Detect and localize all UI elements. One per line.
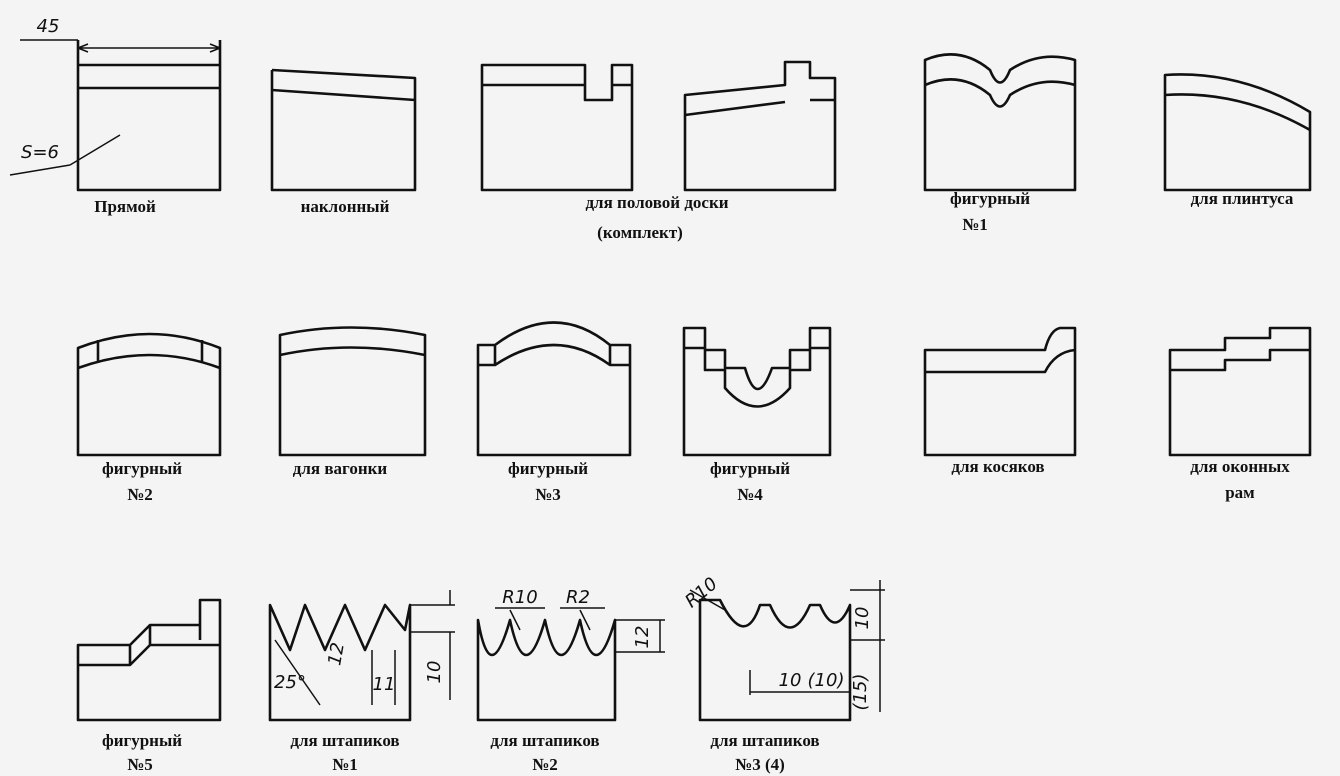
caption: №1 <box>962 215 988 234</box>
dimension-label: S=6 <box>21 142 59 163</box>
profile-figured-4: фигурный №4 <box>684 328 830 504</box>
dimension-label: 45 <box>37 16 60 37</box>
profile-plinth: для плинтуса <box>1165 74 1310 208</box>
caption: для штапиков <box>710 731 819 750</box>
caption: фигурный <box>508 459 588 478</box>
outline <box>280 328 425 456</box>
outline <box>478 323 630 456</box>
caption: №3 (4) <box>735 755 785 774</box>
profile-bead-2: R10 R2 12 для штапиков №2 <box>478 587 665 774</box>
dimension-label: R10 <box>681 573 722 612</box>
dimension-label: 10 <box>779 670 802 691</box>
profile-figured-3: фигурный №3 <box>478 323 630 505</box>
caption: №2 <box>127 485 153 504</box>
caption: наклонный <box>301 197 390 216</box>
dimension-label: 10 <box>424 661 445 684</box>
caption: №5 <box>127 755 153 774</box>
caption: фигурный <box>950 189 1030 208</box>
caption: фигурный <box>710 459 790 478</box>
profile-clapboard: для вагонки <box>280 328 425 479</box>
profile-jamb: для косяков <box>925 328 1075 476</box>
profile-figured-2: фигурный №2 <box>78 334 220 504</box>
caption: рам <box>1225 483 1255 502</box>
dimension-label: 12 <box>632 626 653 649</box>
caption: фигурный <box>102 459 182 478</box>
caption: для плинтуса <box>1191 189 1294 208</box>
outline <box>78 334 220 455</box>
dimension-label: 12 <box>324 641 349 667</box>
outline <box>482 65 632 190</box>
diagram: 45 S=6 Прямой наклонный для половой доск… <box>0 0 1340 776</box>
profile-figured-1: фигурный №1 <box>925 54 1075 234</box>
dimension-label: (15) <box>850 674 871 711</box>
dimension-label: (10) <box>808 670 845 691</box>
outline <box>685 62 835 190</box>
outline <box>700 600 850 720</box>
caption: для штапиков <box>290 731 399 750</box>
page: {"figures": [ {"lines": ["Прямой"], "dim… <box>0 0 1340 776</box>
dimension-label: 11 <box>373 674 396 695</box>
caption: №4 <box>737 485 763 504</box>
dimension-label: 25° <box>274 672 306 693</box>
dimension-label: R2 <box>566 587 590 608</box>
caption: для оконных <box>1190 457 1290 476</box>
caption: №1 <box>332 755 358 774</box>
outline <box>1165 74 1310 190</box>
caption: Прямой <box>94 197 156 216</box>
caption: №2 <box>532 755 558 774</box>
profile-floorboard: для половой доски (комплект) <box>482 62 835 242</box>
outline <box>925 54 1075 190</box>
caption: для косяков <box>951 457 1044 476</box>
caption: (комплект) <box>597 223 683 242</box>
profile-bead-1: 25° 12 11 10 для штапиков №1 <box>270 590 455 774</box>
profile-straight: 45 S=6 Прямой <box>10 16 220 216</box>
profile-window-frame: для оконных рам <box>1170 328 1310 502</box>
caption: №3 <box>535 485 561 504</box>
outline <box>925 328 1075 455</box>
outline <box>478 620 615 720</box>
profile-figured-5: фигурный №5 <box>78 600 220 774</box>
caption: для штапиков <box>490 731 599 750</box>
outline <box>684 328 830 455</box>
caption: фигурный <box>102 731 182 750</box>
outline <box>78 40 220 190</box>
caption: для вагонки <box>293 459 388 478</box>
profile-inclined: наклонный <box>272 70 415 216</box>
caption: для половой доски <box>585 193 728 212</box>
profile-bead-3: R10 10 10 (10) (15) для штапиков №3 (4) <box>681 573 885 774</box>
dimension-label: R10 <box>502 587 537 608</box>
outline <box>1170 328 1310 455</box>
dimension-label: 10 <box>852 607 873 630</box>
outline <box>78 600 220 720</box>
outline <box>272 70 415 190</box>
